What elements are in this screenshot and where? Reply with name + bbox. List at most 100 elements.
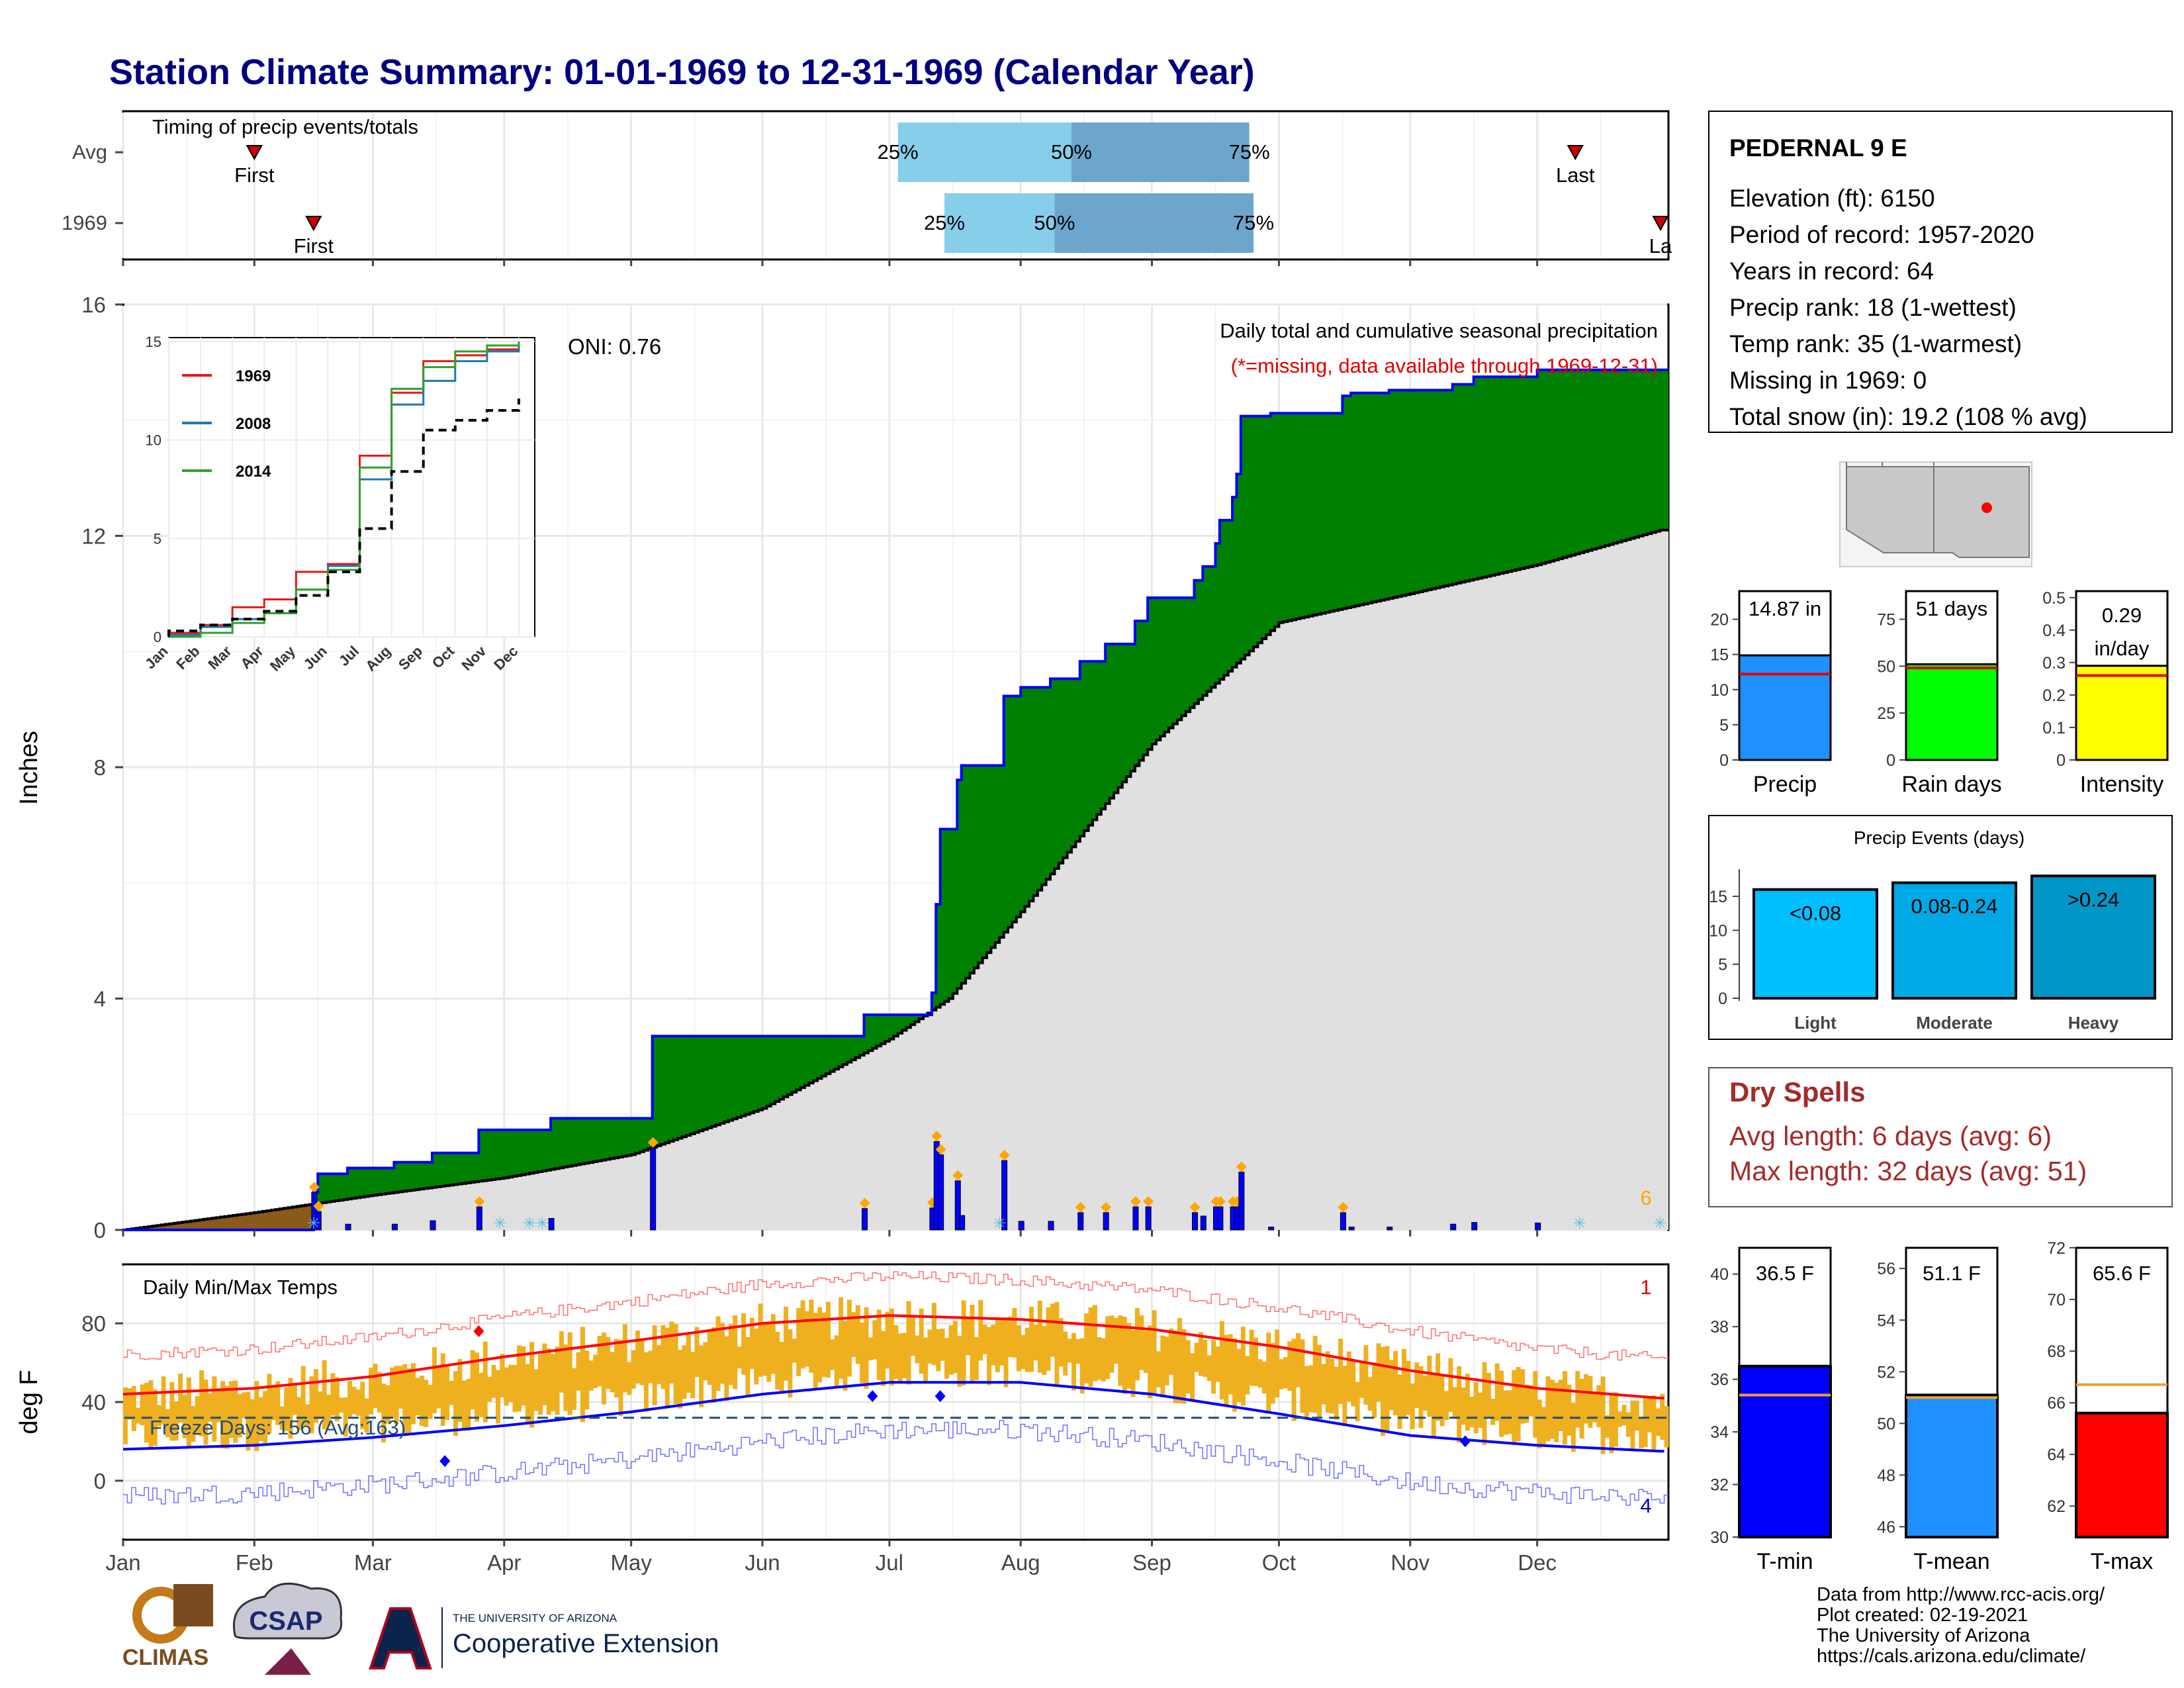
oni-label: ONI: 0.76 — [568, 334, 661, 359]
daily-temp-bar — [987, 1327, 992, 1385]
daily-temp-bar — [872, 1320, 878, 1360]
inset-y-tick-label: 15 — [146, 334, 161, 350]
events-tick-label: 15 — [1709, 888, 1727, 906]
footer-credits: Data from http://www.rcc-acis.org/Plot c… — [1817, 1584, 2105, 1667]
daily-temp-bar — [1291, 1338, 1297, 1421]
daily-temp-bar — [660, 1325, 666, 1389]
daily-temp-bar — [1203, 1340, 1208, 1378]
daily-temp-bar — [881, 1331, 886, 1386]
daily-temp-bar — [284, 1387, 289, 1431]
daily-temp-bar — [355, 1389, 361, 1417]
daily-temp-bar — [703, 1342, 708, 1381]
timing-q50-label: 50% — [1034, 211, 1075, 234]
month-label: Oct — [1262, 1550, 1296, 1575]
daily-temp-bar — [1148, 1325, 1153, 1399]
daily-temp-bar — [182, 1395, 187, 1438]
daily-temp-bar — [1012, 1308, 1017, 1358]
daily-temp-bar — [140, 1384, 145, 1426]
daily-temp-bar — [682, 1345, 687, 1399]
daily-temp-bar — [343, 1397, 348, 1437]
daily-temp-bar — [373, 1364, 378, 1409]
daily-temp-bar — [1101, 1338, 1106, 1382]
csap-text: CSAP — [249, 1607, 322, 1636]
daily-temp-bar — [876, 1309, 882, 1380]
daily-precip-bar — [1340, 1212, 1346, 1231]
temp-gauge-tick-label: 46 — [1877, 1518, 1895, 1536]
temp-gauge-label: T-min — [1757, 1549, 1813, 1574]
daily-temp-bar — [495, 1370, 500, 1424]
gauge-label: Rain days — [1901, 772, 2001, 797]
event-bar — [1891, 881, 2017, 1000]
dry-spells-box: Dry Spells Avg length: 6 days (avg: 6) M… — [1708, 1067, 2173, 1207]
daily-temp-bar — [1071, 1333, 1076, 1391]
daily-temp-bar — [576, 1352, 581, 1391]
daily-precip-bar — [1103, 1212, 1109, 1231]
normal-min-line — [122, 1381, 1664, 1453]
record-marker — [473, 1325, 484, 1338]
daily-temp-bar — [445, 1366, 450, 1421]
temp-gauge-tick-label: 70 — [2047, 1291, 2066, 1309]
daily-temp-bar — [1079, 1338, 1085, 1393]
event-range-label: >0.24 — [2068, 888, 2119, 911]
daily-temp-bar — [1630, 1400, 1635, 1450]
temperature-panel: 0 40 80 Daily Min/Max Temps Freeze Days: 1… — [15, 1263, 1670, 1575]
temp-gauge-value: 65.6 F — [2093, 1262, 2151, 1285]
station-frame — [1708, 111, 2173, 433]
daily-temp-bar — [1257, 1359, 1263, 1388]
daily-precip-bar — [1018, 1221, 1024, 1231]
daily-temp-bar — [1452, 1387, 1457, 1417]
daily-temp-bar — [631, 1350, 636, 1389]
daily-temp-bar — [364, 1398, 369, 1432]
daily-temp-bar — [165, 1409, 170, 1438]
daily-temp-bar — [199, 1370, 205, 1436]
station-detail-line: Total snow (in): 19.2 (108 % avg) — [1729, 403, 2087, 430]
daily-temp-bar — [504, 1367, 509, 1406]
daily-temp-bar — [1528, 1385, 1533, 1417]
map-state-others — [1846, 462, 1934, 467]
inset-y-tick-label: 10 — [146, 432, 161, 449]
month-label: Jan — [105, 1550, 140, 1575]
daily-temp-bar — [537, 1354, 543, 1415]
daily-temp-bar — [1469, 1396, 1475, 1428]
timing-last-marker — [1652, 216, 1669, 232]
daily-temp-bar — [123, 1387, 128, 1444]
gauge-tick-label: 0 — [2056, 751, 2066, 770]
daily-temp-bar — [1507, 1390, 1512, 1434]
temp-gauge-tick-label: 38 — [1710, 1318, 1729, 1336]
freeze-days-label: Freeze Days: 156 (Avg:163) — [150, 1416, 406, 1439]
temp-y-axis: 0 40 80 — [81, 1311, 123, 1493]
temp-gauge-tick-label: 34 — [1710, 1423, 1729, 1442]
timing-first-label: First — [294, 234, 334, 258]
daily-temp-bar — [1160, 1335, 1165, 1398]
daily-temp-bar — [500, 1354, 505, 1398]
daily-temp-bar — [1016, 1325, 1021, 1372]
daily-temp-bar — [995, 1319, 1000, 1373]
daily-temp-bar — [148, 1380, 154, 1448]
daily-temp-bar — [309, 1376, 314, 1434]
daily-temp-bar — [470, 1350, 475, 1410]
daily-temp-bar — [491, 1364, 496, 1398]
daily-temp-bar — [1156, 1351, 1161, 1387]
month-label: Nov — [1390, 1550, 1430, 1575]
temp-gauge-tick-label: 48 — [1877, 1466, 1895, 1485]
daily-precip-bar — [959, 1215, 966, 1231]
daily-temp-bar — [415, 1378, 420, 1416]
month-label: Jun — [745, 1550, 780, 1575]
record-low-line — [123, 1420, 1668, 1506]
dry-spells-frame — [1708, 1067, 2173, 1207]
temp-normal-lines — [122, 1271, 1668, 1506]
temp-gauge-tick-label: 56 — [1877, 1260, 1895, 1278]
gauge-value-label: 14.87 in — [1749, 597, 1821, 620]
gauge-tick-label: 0 — [1719, 751, 1729, 770]
gauge-label: Intensity — [2080, 772, 2164, 797]
temp-gauge-label: T-max — [2091, 1549, 2153, 1574]
daily-temp-bar — [1253, 1337, 1259, 1386]
timing-q25-q50-bar — [944, 193, 1055, 253]
daily-temp-bar — [436, 1366, 441, 1409]
heavy-event-marker — [931, 1131, 942, 1142]
daily-temp-bar — [1240, 1327, 1246, 1406]
daily-temp-bar — [1393, 1350, 1398, 1416]
event-range-label: 0.08-0.24 — [1911, 895, 1998, 918]
daily-precip-bar — [1238, 1172, 1245, 1231]
